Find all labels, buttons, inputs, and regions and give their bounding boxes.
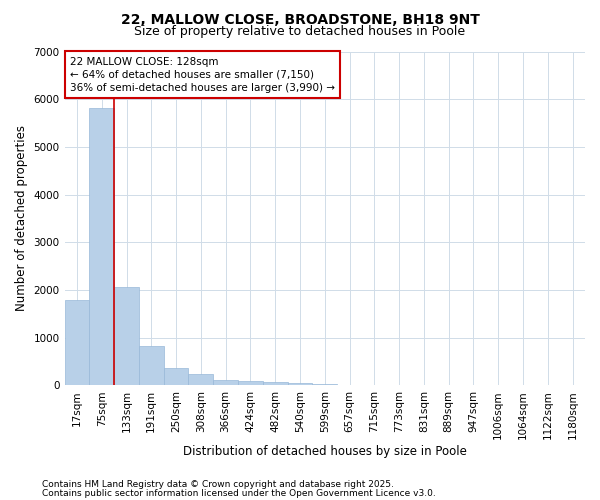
Bar bbox=[287, 383, 313, 386]
Bar bbox=[89, 108, 114, 386]
Text: Contains HM Land Registry data © Crown copyright and database right 2025.: Contains HM Land Registry data © Crown c… bbox=[42, 480, 394, 489]
Y-axis label: Number of detached properties: Number of detached properties bbox=[15, 126, 28, 312]
X-axis label: Distribution of detached houses by size in Poole: Distribution of detached houses by size … bbox=[183, 444, 467, 458]
Text: Contains public sector information licensed under the Open Government Licence v3: Contains public sector information licen… bbox=[42, 488, 436, 498]
Text: 22 MALLOW CLOSE: 128sqm
← 64% of detached houses are smaller (7,150)
36% of semi: 22 MALLOW CLOSE: 128sqm ← 64% of detache… bbox=[70, 56, 335, 93]
Bar bbox=[313, 384, 337, 386]
Bar bbox=[139, 346, 164, 386]
Bar bbox=[65, 300, 89, 386]
Bar bbox=[164, 368, 188, 386]
Bar bbox=[188, 374, 213, 386]
Bar bbox=[238, 380, 263, 386]
Text: 22, MALLOW CLOSE, BROADSTONE, BH18 9NT: 22, MALLOW CLOSE, BROADSTONE, BH18 9NT bbox=[121, 12, 479, 26]
Text: Size of property relative to detached houses in Poole: Size of property relative to detached ho… bbox=[134, 25, 466, 38]
Bar bbox=[263, 382, 287, 386]
Bar bbox=[114, 286, 139, 386]
Bar bbox=[213, 380, 238, 386]
